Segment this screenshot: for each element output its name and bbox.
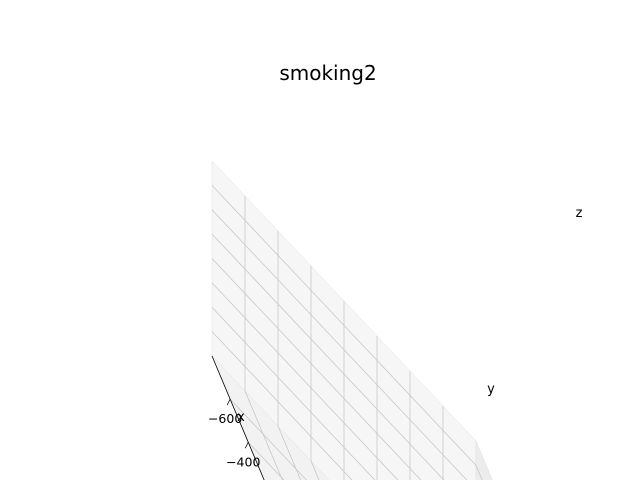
z-grid-line — [211, 209, 468, 480]
z-grid-line — [211, 185, 483, 480]
y-grid-line — [376, 336, 378, 480]
y-grid-line — [343, 301, 345, 480]
x-axis-line — [211, 355, 265, 480]
x-axis-ticks: −600−400−2000200400600 — [208, 398, 260, 469]
chart-title: smoking2 — [279, 61, 376, 85]
back-pane — [475, 440, 493, 480]
y-grid-line — [409, 371, 411, 480]
axis-edges — [211, 355, 265, 480]
z-grid-line — [211, 331, 353, 480]
y-grid-line — [310, 266, 320, 480]
x-tick-label: −600 — [208, 411, 242, 426]
z-grid-line — [211, 233, 445, 480]
y-axis-label: y — [487, 382, 495, 397]
y-grid-line — [442, 406, 444, 480]
z-grid-line — [211, 258, 422, 480]
z-axis-label: z — [576, 206, 583, 221]
x-tick-label: −400 — [226, 454, 260, 469]
axis-panes — [211, 160, 493, 480]
y-grid-line — [244, 196, 283, 480]
z-grid-line — [211, 282, 399, 480]
x-tick-mark — [226, 398, 231, 406]
x-tick-mark — [244, 442, 249, 449]
grid-lines — [211, 185, 483, 480]
x-axis-label: x — [237, 410, 245, 425]
z-grid-line — [211, 307, 376, 480]
y-grid-line — [277, 231, 302, 480]
